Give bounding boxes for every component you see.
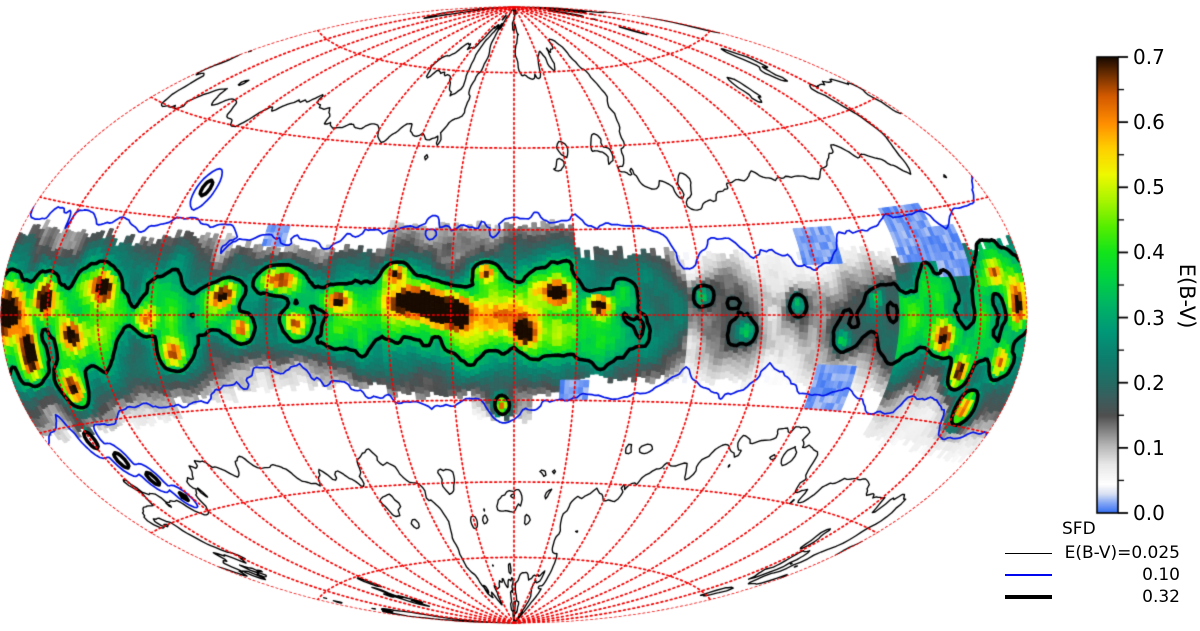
legend-label: 0.32 bbox=[1142, 587, 1180, 607]
legend-label: 0.10 bbox=[1142, 565, 1180, 585]
legend-label: E(B-V)=0.025 bbox=[1064, 543, 1180, 563]
colorbar-tick-label: 0.6 bbox=[1133, 110, 1165, 135]
legend-line-sample bbox=[1005, 574, 1052, 576]
legend-rows: E(B-V)=0.025 0.10 0.32 bbox=[1005, 542, 1180, 608]
colorbar-tick-label: 0.3 bbox=[1133, 305, 1165, 330]
colorbar-tick-label: 0.1 bbox=[1133, 435, 1165, 460]
legend-row: 0.32 bbox=[1005, 586, 1180, 608]
legend-line-sample bbox=[1005, 552, 1052, 554]
legend-row: 0.10 bbox=[1005, 564, 1180, 586]
colorbar-tick-label: 0.7 bbox=[1133, 45, 1165, 69]
colorbar-tick-label: 0.4 bbox=[1133, 240, 1165, 265]
legend-line-sample bbox=[1005, 595, 1052, 599]
legend-row: E(B-V)=0.025 bbox=[1005, 542, 1180, 564]
legend-title: SFD bbox=[1062, 519, 1096, 539]
colorbar-tick-label: 0.2 bbox=[1133, 370, 1165, 395]
colorbar-tick-label: 0.0 bbox=[1133, 501, 1165, 525]
legend: SFD E(B-V)=0.025 0.10 0.32 bbox=[1005, 519, 1180, 608]
colorbar-axis-label: E(B-V) bbox=[1175, 263, 1199, 329]
colorbar-tick-label: 0.5 bbox=[1133, 175, 1165, 200]
